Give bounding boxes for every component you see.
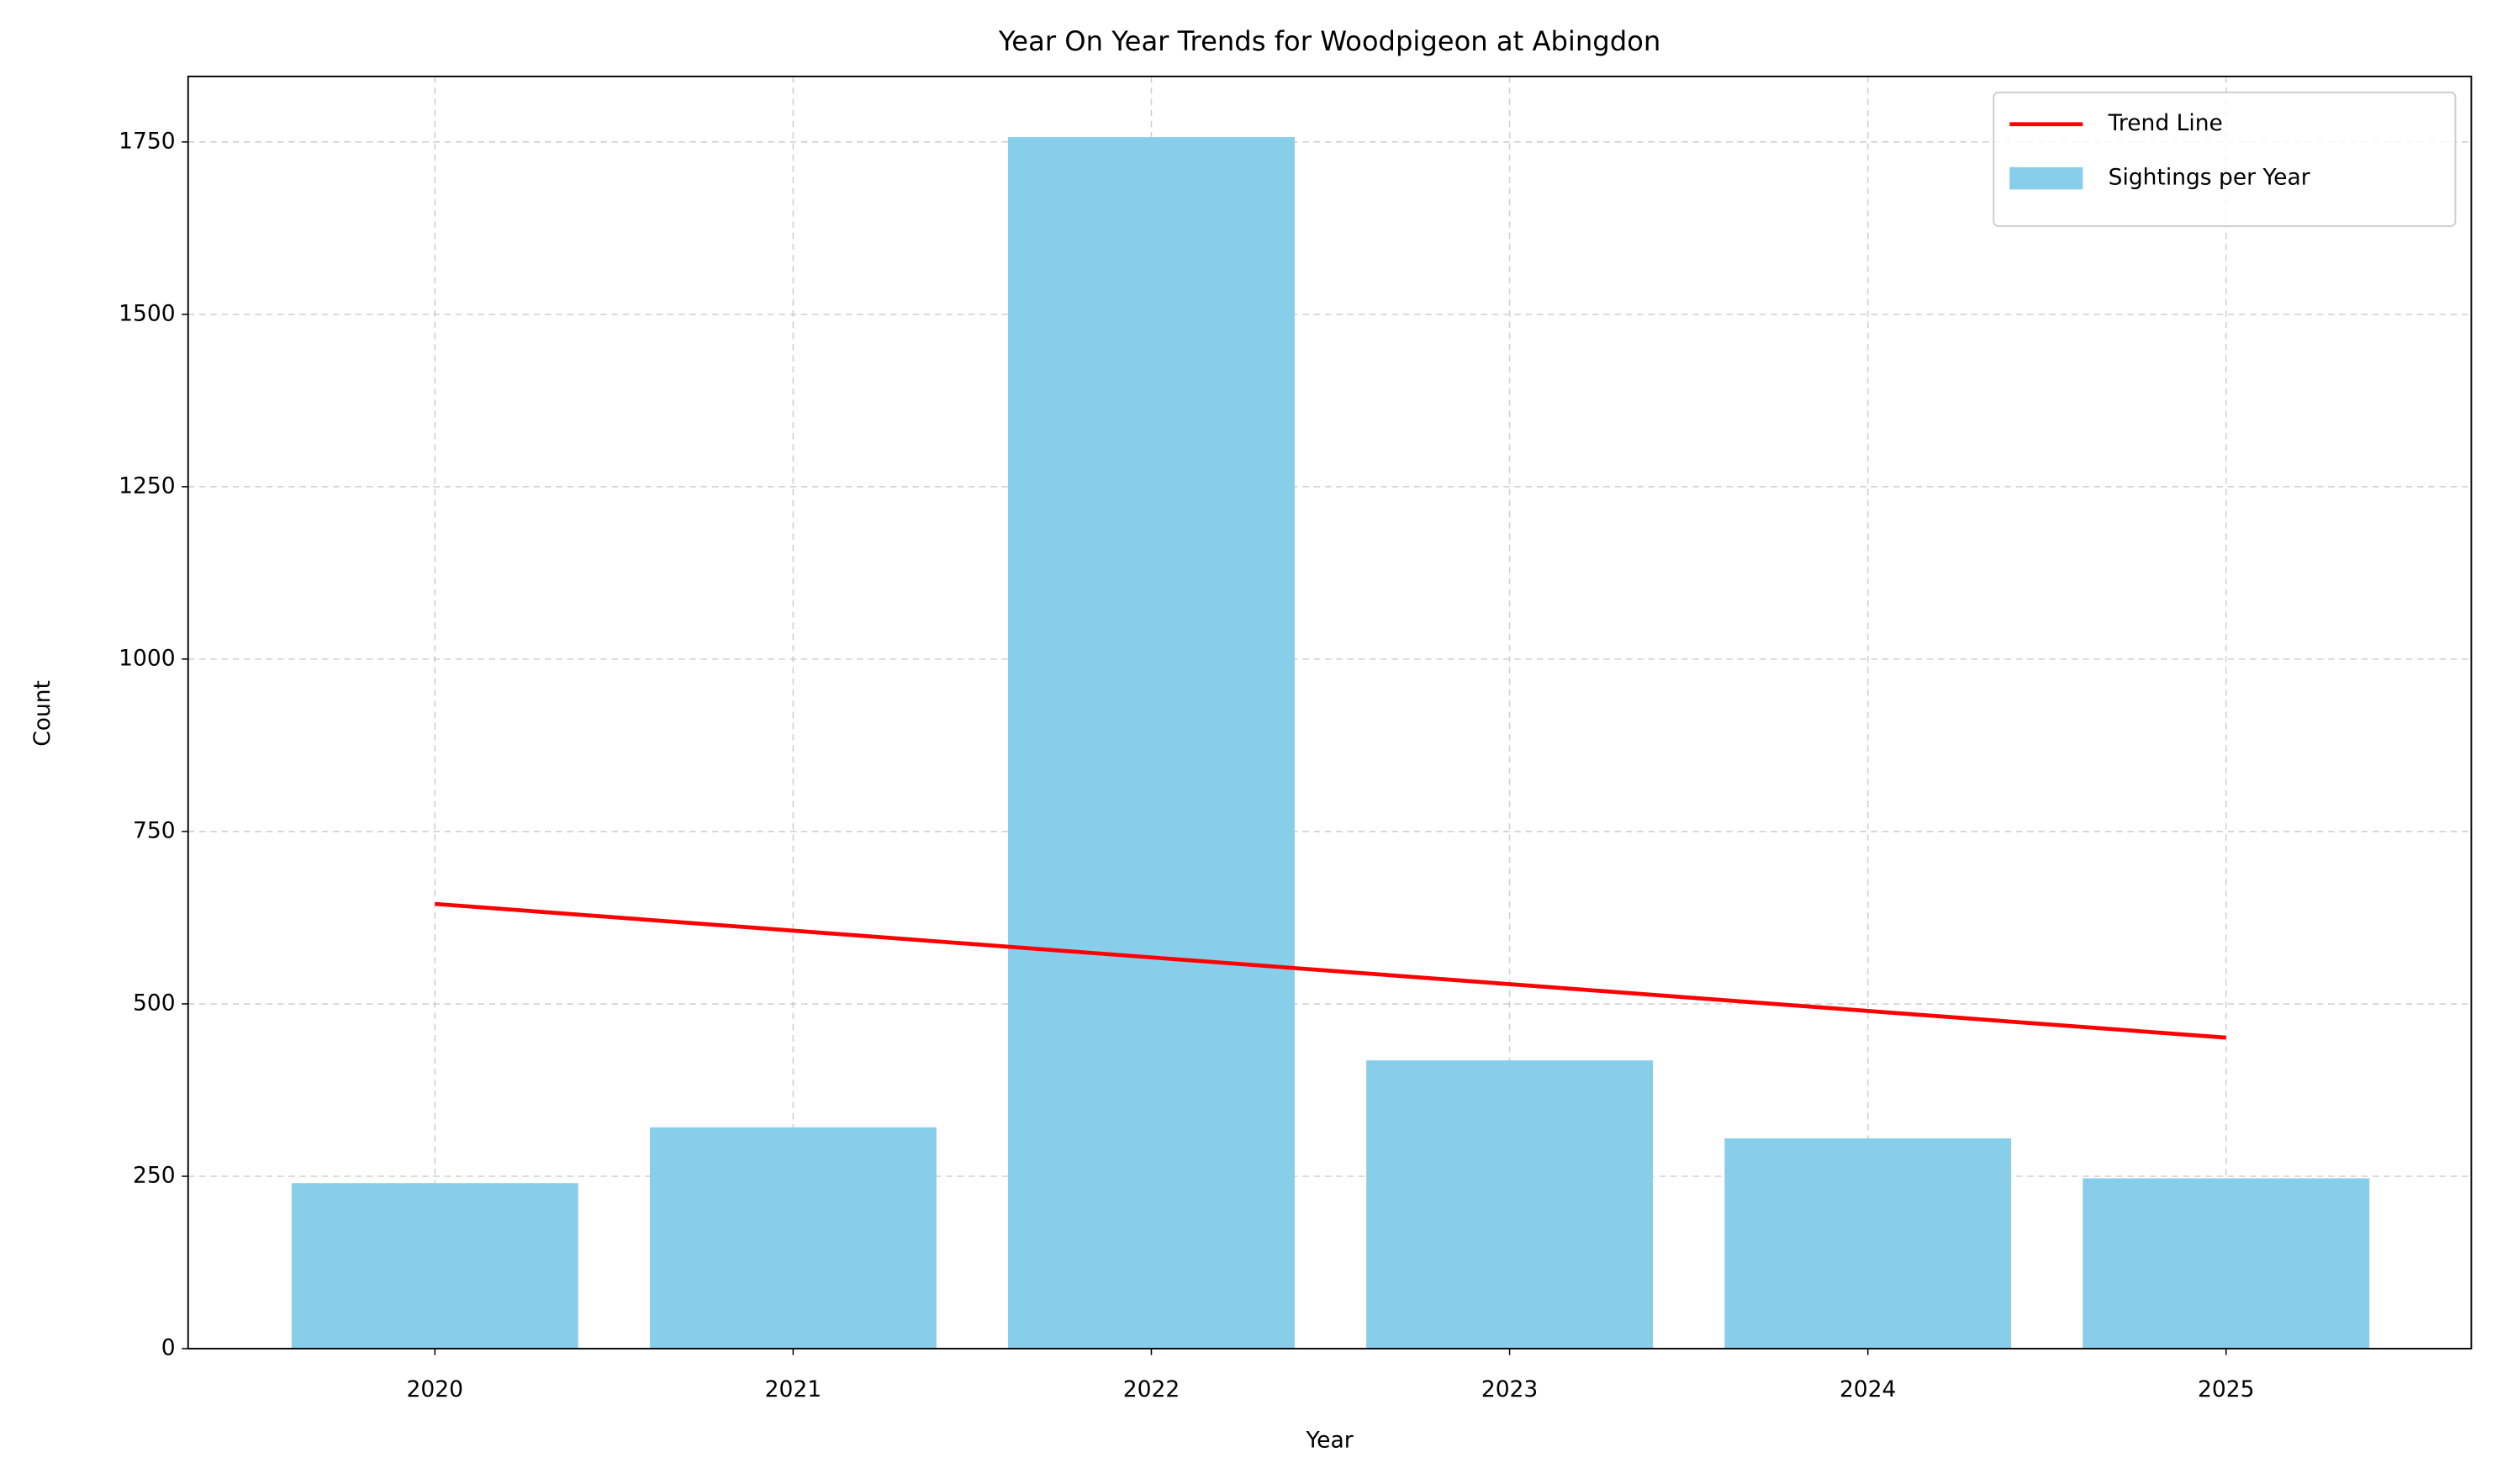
- bar: [649, 1127, 937, 1349]
- bar: [1366, 1060, 1654, 1349]
- x-tick-label: 2023: [1481, 1376, 1538, 1402]
- trend-line: [435, 901, 2226, 1040]
- x-tick-label: 2022: [1123, 1376, 1180, 1402]
- x-tick-label: 2021: [765, 1376, 821, 1402]
- legend-label: Trend Line: [2108, 110, 2223, 136]
- legend-frame: [1993, 91, 2457, 227]
- legend-swatch: [2009, 166, 2083, 190]
- y-axis-label: Count: [29, 680, 55, 747]
- bar: [1724, 1138, 2012, 1349]
- x-axis-label: Year: [1306, 1427, 1354, 1453]
- x-tick-label: 2024: [1840, 1376, 1896, 1402]
- y-tick-label: 750: [133, 817, 176, 843]
- bar: [2083, 1178, 2370, 1349]
- plot-frame: [187, 75, 2473, 1349]
- y-tick-label: 0: [161, 1335, 176, 1361]
- legend-label: Sightings per Year: [2109, 165, 2310, 191]
- x-tick-label: 2020: [407, 1376, 463, 1402]
- legend: Trend Line Sightings per Year: [1993, 91, 2457, 227]
- bar: [1008, 137, 1295, 1349]
- grid: [187, 76, 2472, 1349]
- bar: [291, 1183, 578, 1349]
- y-tick-label: 250: [133, 1162, 176, 1188]
- chart-title: Year On Year Trends for Woodpigeon at Ab…: [998, 25, 1660, 57]
- y-tick-label: 1250: [119, 473, 175, 499]
- x-tick-label: 2025: [2198, 1376, 2254, 1402]
- y-tick-label: 1500: [119, 300, 175, 326]
- y-tick-label: 1000: [119, 645, 175, 671]
- y-tick-label: 1750: [119, 128, 175, 154]
- y-tick-label: 500: [133, 990, 176, 1016]
